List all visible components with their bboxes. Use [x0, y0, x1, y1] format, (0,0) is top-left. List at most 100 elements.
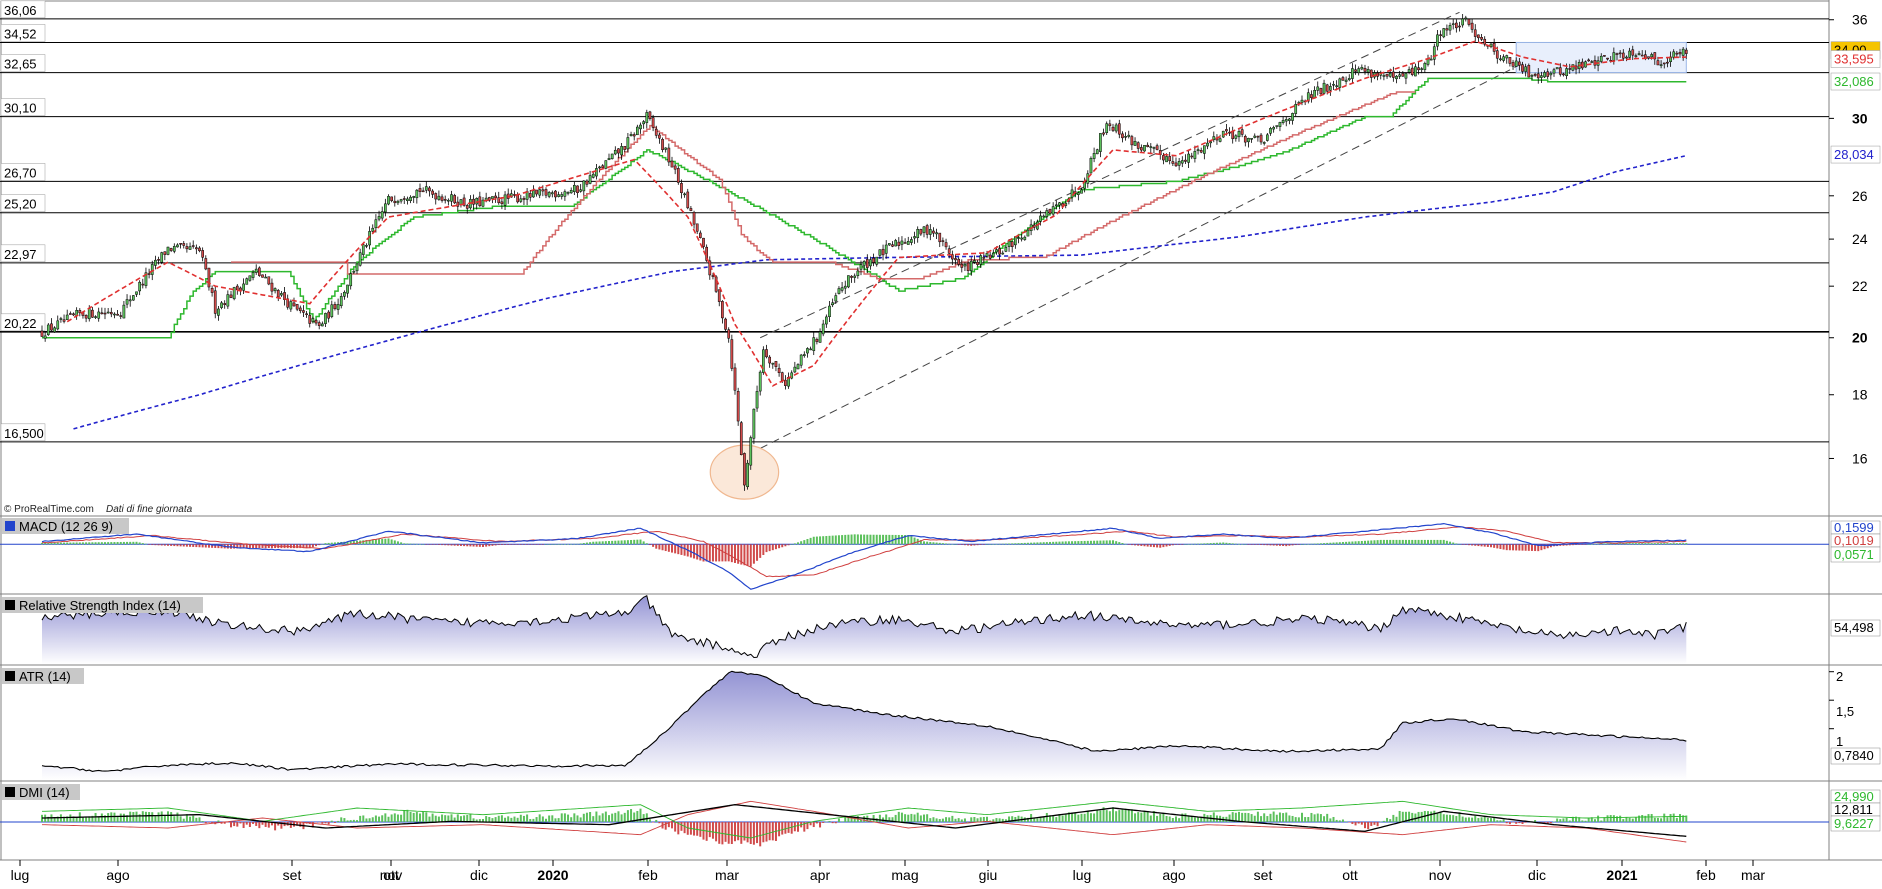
macd-hist-bar	[47, 542, 50, 545]
dmi-hist-bar	[655, 819, 658, 822]
dmi-hist-bar	[1502, 819, 1505, 822]
dmi-hist-bar	[853, 818, 856, 822]
y-tick-label-3: 22	[1852, 278, 1868, 294]
candle-body	[900, 240, 904, 245]
candle-body	[554, 190, 557, 198]
dmi-hist-bar	[1096, 810, 1099, 822]
candle-body	[1347, 78, 1351, 81]
candle-body	[1184, 159, 1187, 162]
candle-body	[1162, 155, 1165, 161]
macd-label[interactable]: MACD (12 26 9)	[2, 518, 129, 534]
candle-body	[1366, 69, 1370, 73]
dmi-hist-bar	[1143, 810, 1146, 822]
dmi-hist-bar	[217, 820, 220, 822]
candle-body	[938, 232, 942, 243]
atr-label[interactable]: ATR (14)	[2, 668, 84, 684]
dmi-hist-bar	[730, 822, 733, 845]
macd-hist-bar	[1291, 544, 1294, 546]
dmi-hist-bar	[453, 817, 456, 822]
macd-hist-bar	[1118, 542, 1121, 545]
candle-body	[1631, 49, 1635, 56]
dmi-hist-bar	[330, 820, 333, 822]
candle-body	[859, 264, 863, 270]
dmi-hist-bar	[1442, 814, 1445, 822]
dmi-hist-bar	[1146, 810, 1149, 822]
dmi-hist-bar	[1127, 809, 1130, 822]
macd-hist-bar	[1505, 544, 1508, 551]
macd-hist-bar	[740, 544, 743, 565]
rsi-swatch-icon	[5, 600, 15, 610]
macd-hist-bar	[1052, 541, 1055, 545]
candle-body	[1319, 88, 1323, 95]
macd-hist-bar	[1634, 543, 1637, 545]
candle-body	[207, 267, 211, 288]
level-label-7: 20,22	[4, 316, 37, 331]
macd-hist-bar	[1023, 542, 1026, 545]
candle-body	[894, 240, 897, 247]
candle-body	[1206, 142, 1209, 147]
candle-body	[1684, 49, 1688, 54]
macd-hist-bar	[1527, 544, 1530, 551]
candle-body	[1168, 156, 1172, 162]
macd-hist-bar	[1480, 544, 1483, 547]
candle-body	[1615, 53, 1619, 55]
macd-hist-bar	[94, 542, 97, 545]
macd-signal-line	[41, 526, 1687, 578]
dmi-hist-bar	[1061, 815, 1064, 822]
candle-body	[642, 121, 645, 125]
dmi-hist-bar	[261, 822, 264, 825]
x-tick-label-5: dic	[470, 867, 488, 883]
macd-hist-bar	[1650, 543, 1653, 545]
green-stop-label-box	[1830, 72, 1881, 91]
candle-body	[188, 246, 192, 250]
dmi-hist-bar	[535, 817, 538, 822]
candle-body	[1089, 158, 1093, 174]
macd-hist-bar	[1266, 544, 1269, 546]
dmi-hist-bar	[935, 818, 938, 822]
dmi-hist-bar	[1568, 820, 1571, 822]
channel-lower-line	[759, 63, 1523, 449]
macd-hist-bar	[1165, 544, 1168, 547]
candle-body	[50, 323, 53, 331]
macd-hist-bar	[1549, 544, 1552, 548]
candle-body	[412, 196, 416, 198]
dmi-hist-bar	[1430, 811, 1433, 822]
rsi-label[interactable]: Relative Strength Index (14)	[2, 597, 203, 613]
candle-body	[850, 275, 853, 278]
candle-body	[113, 313, 116, 316]
macd-hist-bar	[1458, 544, 1461, 545]
candle-body	[248, 275, 252, 281]
macd-hist-bar	[718, 544, 721, 562]
dmi-hist-bar	[831, 822, 834, 824]
candle-body	[254, 268, 258, 273]
dmi-hist-bar	[1074, 813, 1077, 822]
dmi-label[interactable]: DMI (14)	[2, 784, 80, 800]
dmi-hist-bar	[507, 816, 510, 822]
macd-hist-bar	[793, 543, 796, 545]
macd-hist-bar	[1039, 542, 1042, 545]
macd-hist-bar	[998, 543, 1001, 545]
dmi-value-3: 9,6227	[1834, 816, 1874, 831]
dmi-hist-bar	[560, 813, 563, 822]
macd-hist-bar	[431, 544, 434, 545]
dmi-hist-bar	[948, 817, 951, 822]
macd-hist-bar	[507, 544, 510, 545]
candle-body	[806, 348, 809, 354]
candle-body	[1335, 85, 1339, 87]
dmi-hist-bar	[148, 812, 151, 822]
dmi-hist-bar	[1323, 816, 1326, 822]
dmi-hist-bar	[472, 818, 475, 822]
macd-hist-bar	[151, 544, 154, 546]
dmi-hist-bar	[576, 815, 579, 822]
dmi-hist-bar	[258, 822, 261, 829]
candle-body	[1288, 118, 1291, 121]
x-tick-label-13: ago	[1162, 867, 1186, 883]
dmi-hist-bar	[223, 822, 226, 824]
dmi-hist-bar	[497, 815, 500, 822]
dmi-hist-bar	[1433, 810, 1436, 822]
candle-body	[878, 249, 882, 256]
macd-hist-bar	[1014, 543, 1017, 545]
candle-body	[453, 195, 456, 204]
dmi-hist-bar	[633, 812, 636, 822]
macd-hist-bar	[1663, 543, 1666, 545]
